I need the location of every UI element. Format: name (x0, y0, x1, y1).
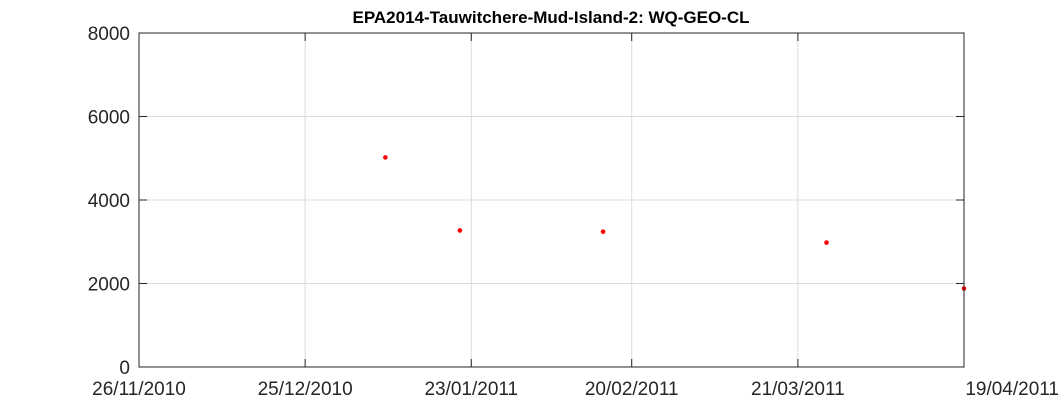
x-tick-label: 20/02/2011 (585, 379, 679, 400)
data-point (600, 229, 606, 235)
chart-title: EPA2014-Tauwitchere-Mud-Island-2: WQ-GEO… (352, 8, 749, 27)
x-tick-label: 25/12/2010 (258, 379, 353, 400)
y-tick-label: 0 (119, 358, 130, 379)
y-tick-label: 8000 (88, 24, 130, 45)
x-tick-label: 21/03/2011 (751, 379, 845, 400)
x-tick-label: 26/11/2010 (92, 379, 186, 400)
x-tick-label: 23/01/2011 (424, 379, 518, 400)
data-points (383, 155, 967, 291)
grid (139, 33, 964, 367)
y-tick-label: 6000 (88, 108, 130, 129)
data-point (457, 228, 463, 233)
y-tick-label: 4000 (88, 191, 130, 212)
y-axis-tick-labels: 0 2000 4000 6000 8000 (88, 24, 130, 379)
data-point (383, 155, 388, 160)
y-tick-label: 2000 (88, 275, 130, 296)
x-tick-label: 19/04/2011 (965, 379, 1059, 400)
x-axis-tick-labels: 26/11/2010 25/12/2010 23/01/2011 20/02/2011… (92, 379, 1059, 400)
axis-ticks (138, 32, 965, 368)
data-point (824, 240, 829, 245)
